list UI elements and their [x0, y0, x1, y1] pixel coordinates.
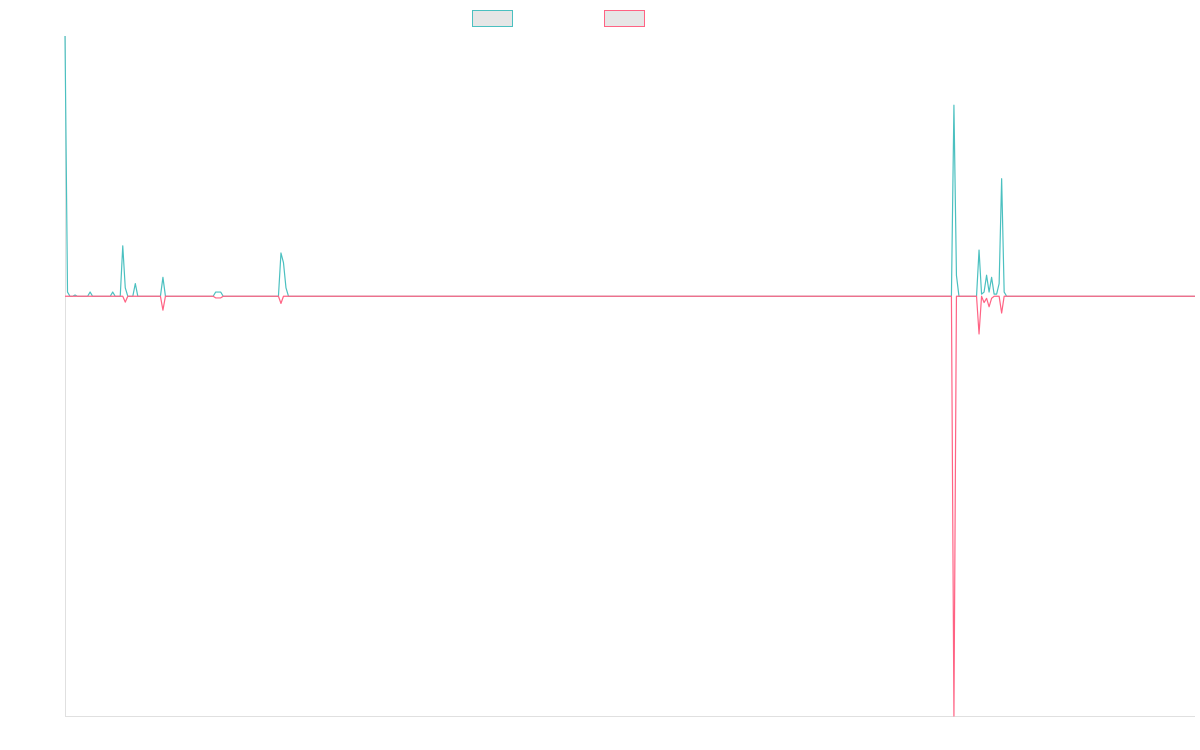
- series-line-down: [65, 295, 1195, 717]
- plot-area: [64, 35, 1195, 717]
- legend[interactable]: [472, 10, 645, 27]
- series-line-up: [64, 35, 1195, 297]
- legend-swatch-down[interactable]: [604, 10, 645, 27]
- axes: [65, 36, 1195, 717]
- legend-swatch-up[interactable]: [472, 10, 513, 27]
